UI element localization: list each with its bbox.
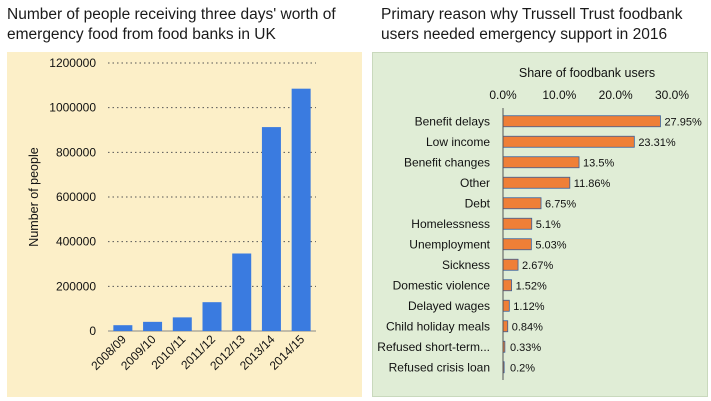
y-axis-title: Number of people: [27, 147, 41, 246]
data-label: 23.31%: [638, 137, 676, 149]
x-tick-label: 30.0%: [655, 88, 689, 102]
data-label: 27.95%: [664, 116, 702, 128]
y-tick-label: 600000: [56, 190, 96, 204]
left-chart-title: Number of people receiving three days' w…: [7, 6, 336, 43]
bar: [261, 127, 281, 331]
y-tick-label: 0: [89, 324, 96, 338]
category-label: Low income: [426, 135, 490, 149]
y-tick-label: 200000: [56, 279, 96, 293]
data-label: 2.67%: [522, 260, 553, 272]
data-label: 0.84%: [512, 321, 543, 333]
data-label: 1.12%: [513, 301, 544, 313]
data-label: 5.1%: [536, 219, 561, 231]
bar: [502, 217, 533, 230]
bar: [502, 238, 532, 251]
y-tick-label: 400000: [56, 235, 96, 249]
data-label: 6.75%: [545, 198, 576, 210]
y-tick-label: 1000000: [49, 101, 96, 115]
category-label: Debt: [465, 196, 491, 210]
bar: [502, 176, 571, 189]
x-tick-label: 10.0%: [542, 88, 576, 102]
bar: [232, 253, 252, 331]
bar: [502, 135, 635, 148]
bar: [502, 156, 580, 169]
bar: [502, 115, 661, 128]
category-label: Domestic violence: [393, 278, 491, 292]
bar: [202, 302, 222, 331]
y-tick-label: 1200000: [49, 56, 96, 70]
category-label: Other: [460, 176, 490, 190]
bar: [143, 321, 163, 331]
data-label: 0.2%: [510, 362, 535, 374]
category-label: Homelessness: [411, 217, 490, 231]
data-label: 1.52%: [516, 280, 547, 292]
category-label: Refused crisis loan: [389, 360, 490, 374]
category-label: Benefit delays: [415, 114, 490, 128]
data-label: 13.5%: [583, 157, 614, 169]
right-chart-background: [372, 52, 708, 397]
bar: [502, 299, 510, 312]
data-label: 0.33%: [510, 342, 541, 354]
category-label: Refused short-term...: [377, 340, 490, 354]
bar: [502, 258, 519, 271]
data-label: 11.86%: [574, 178, 611, 190]
category-label: Unemployment: [409, 237, 490, 251]
x-tick-label: 20.0%: [599, 88, 633, 102]
bar: [113, 325, 133, 331]
x-axis-title: Share of foodbank users: [519, 66, 655, 80]
category-label: Sickness: [442, 258, 490, 272]
category-label: Child holiday meals: [386, 319, 490, 333]
bar: [172, 317, 192, 331]
category-label: Benefit changes: [404, 155, 490, 169]
bar: [502, 279, 512, 292]
bar: [291, 88, 311, 331]
y-tick-label: 800000: [56, 145, 96, 159]
x-tick-label: 0.0%: [489, 88, 517, 102]
bar: [502, 197, 542, 210]
data-label: 5.03%: [535, 239, 566, 251]
right-chart-title: Primary reason why Trussell Trust foodba…: [381, 6, 683, 43]
category-label: Delayed wages: [408, 299, 490, 313]
bar: [502, 320, 509, 333]
